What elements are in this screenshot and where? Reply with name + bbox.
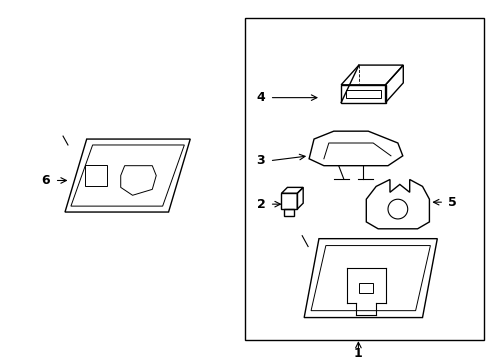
Text: 6: 6 xyxy=(41,174,50,187)
Text: 2: 2 xyxy=(257,198,265,211)
Text: 5: 5 xyxy=(447,196,455,209)
Text: 3: 3 xyxy=(256,154,264,167)
Text: 4: 4 xyxy=(256,91,264,104)
Text: 1: 1 xyxy=(353,347,362,360)
